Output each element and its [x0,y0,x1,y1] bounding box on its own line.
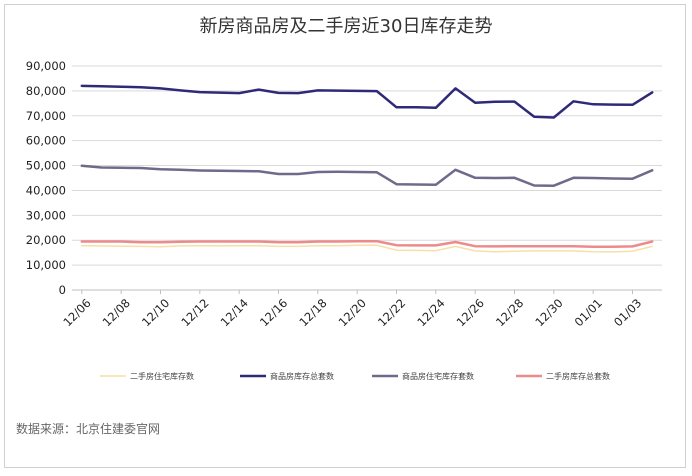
x-tick-label: 01/01 [572,296,605,329]
y-tick-label: 80,000 [26,84,66,98]
legend-label: 商品房库存总套数 [270,371,334,381]
chart-title: 新房商品房及二手房近30日库存走势 [199,16,493,37]
y-axis: 0 10,000 20,000 30,000 40,000 50,000 60,000 70,… [26,59,66,297]
y-tick-label: 10,000 [26,258,66,272]
source-note: 数据来源：北京住建委官网 [16,422,161,436]
y-tick-label: 70,000 [26,109,66,123]
y-tick-label: 90,000 [26,59,66,73]
series-line-4 [80,239,654,248]
x-tick-label: 12/24 [414,296,447,329]
series-line-1 [81,244,653,253]
x-tick-label: 12/06 [60,296,93,329]
x-tick-label: 12/26 [454,296,487,329]
x-tick-label: 12/22 [375,296,408,329]
x-tick-label: 12/08 [100,296,133,329]
y-tick-label: 30,000 [26,208,66,222]
x-tick-label: 12/18 [296,296,329,329]
y-tick-label: 60,000 [26,134,66,148]
x-tick-label: 12/20 [336,296,369,329]
legend-label: 二手房库存总套数 [546,371,610,381]
x-tick-label: 12/16 [257,296,290,329]
series-line-2 [80,84,654,119]
legend-label: 二手房住宅库存数 [130,371,194,381]
y-tick-label: 40,000 [26,183,66,197]
x-tick-label: 12/28 [493,296,526,329]
chart-frame [4,4,686,468]
legend-label: 商品房住宅库存套数 [402,371,474,381]
series-lines [80,84,654,253]
x-tick-label: 12/14 [218,296,251,329]
y-tick-label: 0 [59,283,66,297]
x-axis: 12/06 12/08 12/10 12/12 12/14 12/16 12/18 12/20… [60,290,644,329]
x-tick-label: 12/30 [532,296,565,329]
series-line-3 [80,164,654,187]
legend: 二手房住宅库存数 商品房库存总套数 商品房住宅库存套数 二手房库存总套数 [100,371,610,381]
x-tick-label: 12/10 [139,296,172,329]
x-tick-label: 12/12 [178,296,211,329]
y-tick-label: 20,000 [26,233,66,247]
x-tick-label: 01/03 [611,296,644,329]
y-tick-label: 50,000 [26,159,66,173]
